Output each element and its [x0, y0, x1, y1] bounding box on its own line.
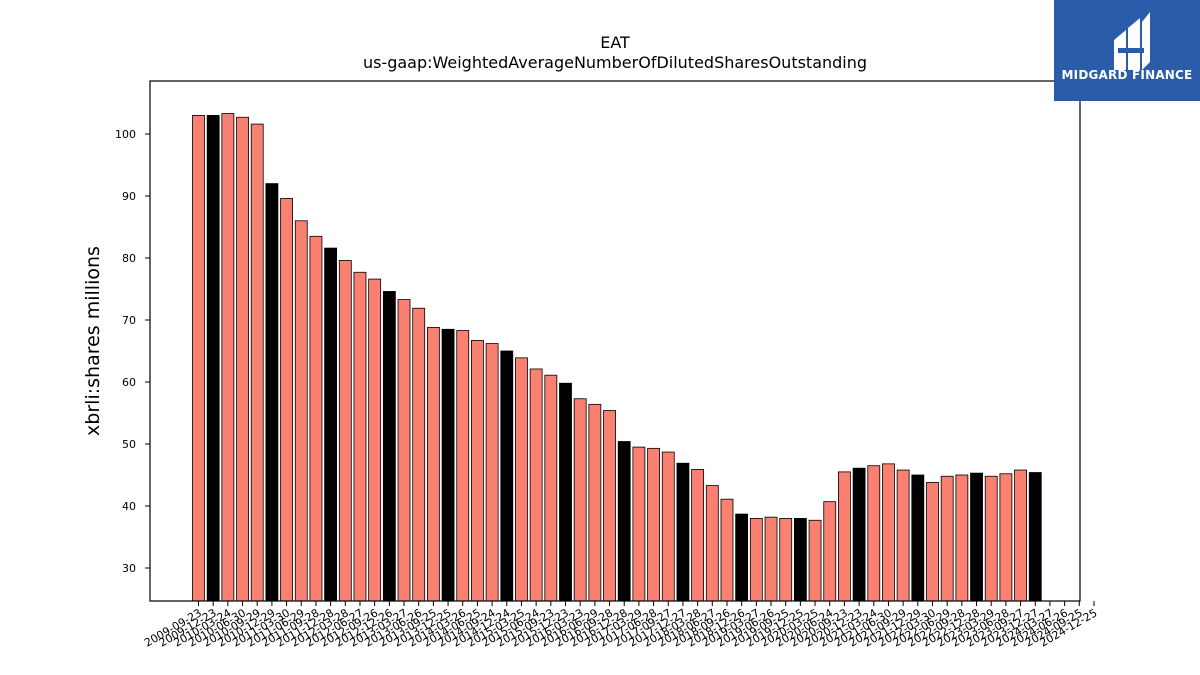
bar-2018-12-26 — [735, 513, 749, 602]
chart-subtitle: us-gaap:WeightedAverageNumberOfDilutedSh… — [363, 53, 867, 72]
bar-2015-03-25 — [515, 357, 528, 602]
bar-2018-03-28 — [691, 469, 705, 602]
bar-2010-03-24 — [221, 113, 235, 602]
bar-2009-09-23 — [192, 115, 205, 602]
bar-2012-03-28 — [338, 260, 352, 602]
bar-2012-06-27 — [353, 271, 367, 602]
y-tick-label: 80 — [122, 252, 136, 265]
bar-2010-09-29 — [250, 123, 264, 602]
bar-2019-09-25 — [779, 518, 793, 602]
bar-2013-12-25 — [441, 328, 455, 602]
bar-2018-09-26 — [720, 498, 734, 602]
bar-2023-12-27 — [1028, 472, 1042, 602]
bar-2019-03-27 — [749, 518, 763, 602]
bar-2022-03-30 — [926, 482, 939, 602]
bar-2021-06-30 — [882, 463, 895, 602]
y-tick-label: 90 — [122, 190, 136, 203]
bar-2009-12-23 — [206, 115, 220, 602]
brand-logo: MIDGARD FINANCE — [1054, 0, 1200, 101]
bar-2017-12-27 — [676, 462, 690, 602]
bar-2010-06-30 — [236, 116, 249, 602]
bar-2011-12-28 — [324, 247, 338, 602]
logo-mark-icon — [1114, 12, 1150, 70]
bar-2019-12-25 — [793, 518, 807, 602]
bar-2021-03-24 — [867, 465, 881, 602]
y-tick-label: 50 — [122, 438, 136, 451]
bar-2010-12-29 — [265, 183, 279, 602]
bar-2023-03-29 — [984, 475, 998, 602]
x-axis: 2009-09-232009-12-232010-03-242010-06-30… — [142, 601, 1099, 650]
plot-frame — [149, 80, 1081, 602]
bar-2017-09-27 — [661, 451, 675, 602]
bar-2013-03-27 — [397, 299, 411, 602]
bar-2013-09-25 — [426, 327, 440, 602]
bar-2021-12-29 — [911, 474, 925, 602]
bar-2020-12-23 — [852, 467, 866, 602]
bar-2016-03-23 — [573, 398, 587, 602]
y-tick-label: 70 — [122, 314, 136, 327]
y-tick-label: 100 — [115, 128, 136, 141]
bar-2012-09-26 — [368, 278, 382, 602]
bar-2016-06-29 — [588, 403, 602, 602]
bar-2023-06-28 — [999, 473, 1013, 602]
bar-2022-09-28 — [955, 474, 969, 602]
bar-2016-12-28 — [617, 441, 631, 602]
bar-2018-06-27 — [705, 485, 719, 602]
bar-2016-09-28 — [603, 410, 616, 602]
y-tick-label: 40 — [122, 500, 136, 513]
bar-2020-06-24 — [823, 501, 837, 602]
bar-2011-06-29 — [294, 220, 308, 602]
y-tick-label: 30 — [122, 562, 136, 575]
y-tick-label: 60 — [122, 376, 136, 389]
y-axis-label: xbrli:shares millions — [82, 246, 104, 436]
bar-2014-06-25 — [471, 340, 484, 602]
bar-2013-06-26 — [412, 307, 426, 602]
bar-2023-09-27 — [1014, 469, 1027, 602]
bar-2020-09-23 — [838, 471, 851, 602]
bar-2012-12-26 — [382, 291, 396, 602]
bar-2015-06-24 — [529, 368, 543, 602]
bar-series — [192, 113, 1042, 602]
bar-2015-12-23 — [559, 382, 572, 602]
y-axis: 30 40 50 60 70 80 90 100 — [115, 128, 150, 575]
bar-2017-06-28 — [647, 447, 660, 602]
bar-2022-12-28 — [970, 472, 983, 602]
bar-2014-12-24 — [500, 350, 514, 602]
bar-2011-03-30 — [280, 198, 293, 602]
bar-2014-09-24 — [485, 343, 499, 602]
chart-title: EAT — [600, 33, 630, 52]
bar-2020-03-25 — [808, 519, 822, 602]
bar-2014-03-26 — [456, 330, 470, 602]
bar-2011-09-28 — [309, 235, 323, 602]
bar-2019-06-26 — [764, 516, 778, 602]
logo-text: MIDGARD FINANCE — [1061, 68, 1193, 82]
bar-2015-09-23 — [544, 374, 558, 602]
bar-2021-09-29 — [896, 469, 910, 602]
bar-2017-03-29 — [632, 446, 646, 602]
bar-2022-06-29 — [940, 475, 954, 602]
